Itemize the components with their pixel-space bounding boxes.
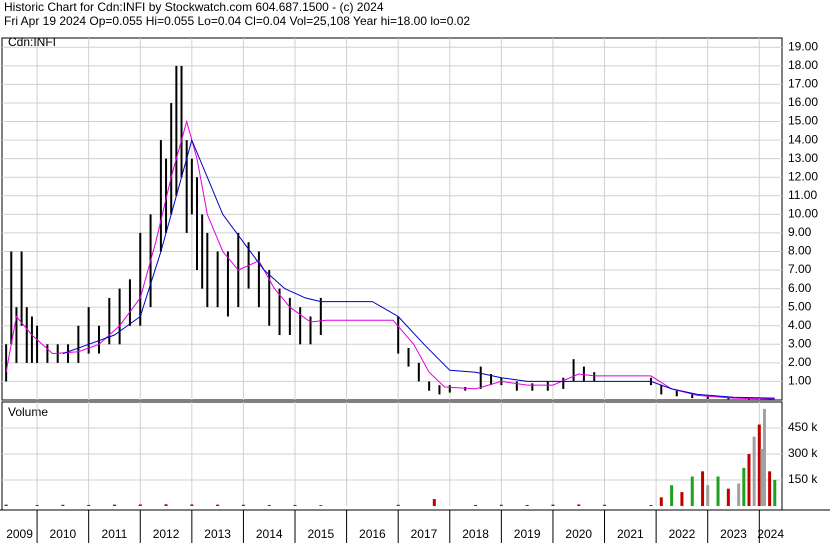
volume-bar (742, 467, 746, 506)
volume-bar (680, 492, 684, 506)
volume-bar (551, 504, 555, 506)
y-tick-label: 9.00 (788, 225, 812, 239)
x-tick-label: 2019 (514, 527, 541, 541)
y-tick-label: 13.00 (788, 151, 818, 165)
x-tick-label: 2024 (757, 527, 784, 541)
volume-bar (659, 497, 663, 506)
volume-bar (747, 454, 751, 506)
volume-bar (737, 483, 741, 506)
y-tick-label: 8.00 (788, 244, 812, 258)
x-tick-label: 2013 (204, 527, 231, 541)
volume-bar (35, 504, 39, 506)
x-tick-label: 2012 (153, 527, 180, 541)
volume-bar (267, 504, 271, 506)
volume-bar (164, 504, 168, 506)
volume-bar (760, 448, 764, 506)
volume-bar (474, 504, 478, 506)
y-tick-label: 16.00 (788, 95, 818, 109)
volume-bar (241, 504, 245, 506)
volume-bar (577, 504, 581, 506)
volume-bar (716, 476, 720, 506)
volume-bar (432, 499, 436, 506)
x-tick-label: 2017 (411, 527, 438, 541)
volume-bar (690, 476, 694, 506)
volume-bar (762, 408, 766, 506)
y-tick-label: 15.00 (788, 114, 818, 128)
quote-line: Fri Apr 19 2024 Op=0.055 Hi=0.055 Lo=0.0… (4, 14, 470, 28)
volume-bar (499, 504, 503, 506)
volume-bar (216, 504, 220, 506)
volume-bar (670, 485, 674, 506)
y-tick-label: 2.00 (788, 355, 812, 369)
y-tick-label: 11.00 (788, 188, 817, 202)
price-panel (1, 37, 783, 401)
y-tick-label: 17.00 (788, 77, 818, 91)
chart-title: Historic Chart for Cdn:INFI by Stockwatc… (4, 0, 384, 14)
volume-bar (757, 424, 761, 506)
volume-bar (752, 436, 756, 506)
y-tick-label: 10.00 (788, 207, 818, 221)
x-tick-label: 2010 (50, 527, 77, 541)
volume-bar (773, 480, 777, 506)
volume-bar (319, 505, 323, 506)
moving-average (5, 119, 775, 400)
x-tick-label: 2014 (256, 527, 283, 541)
volume-bar (768, 471, 772, 506)
y-tick-label: 12.00 (788, 169, 818, 183)
x-tick-label: 2023 (720, 527, 747, 541)
volume-bar (138, 504, 142, 506)
y-tick-label: 14.00 (788, 132, 818, 146)
x-tick-label: 2021 (617, 527, 644, 541)
y-tick-label: 150 k (788, 472, 818, 486)
y-tick-label: 1.00 (788, 374, 812, 388)
volume-bar (701, 471, 705, 506)
volume-bar (649, 504, 653, 506)
y-tick-label: 4.00 (788, 318, 812, 332)
x-tick-label: 2020 (565, 527, 592, 541)
y-tick-label: 18.00 (788, 58, 818, 72)
x-tick-label: 2016 (359, 527, 386, 541)
volume-bar (112, 504, 116, 506)
x-tick-label: 2015 (307, 527, 334, 541)
volume-bar (525, 504, 529, 506)
y-tick-label: 3.00 (788, 336, 812, 350)
volume-bar (726, 488, 730, 506)
moving-average (62, 138, 775, 399)
x-tick-label: 2018 (462, 527, 489, 541)
x-tick-label: 2009 (6, 527, 33, 541)
y-tick-label: 450 k (788, 420, 818, 434)
y-tick-label: 300 k (788, 446, 818, 460)
volume-label: Volume (8, 405, 48, 419)
x-tick-label: 2022 (669, 527, 696, 541)
x-tick-label: 2011 (102, 527, 128, 541)
volume-bar (4, 504, 8, 506)
volume-bar (61, 504, 65, 506)
volume-bar (293, 504, 297, 506)
volume-bar (190, 504, 194, 506)
volume-bar (706, 485, 710, 506)
y-tick-label: 6.00 (788, 281, 812, 295)
y-tick-label: 5.00 (788, 299, 812, 313)
volume-bar (87, 504, 91, 506)
volume-bar (603, 504, 607, 506)
y-tick-label: 19.00 (788, 39, 818, 53)
volume-bar (396, 504, 400, 506)
y-tick-label: 7.00 (788, 262, 812, 276)
symbol-label: Cdn:INFI (8, 35, 56, 49)
